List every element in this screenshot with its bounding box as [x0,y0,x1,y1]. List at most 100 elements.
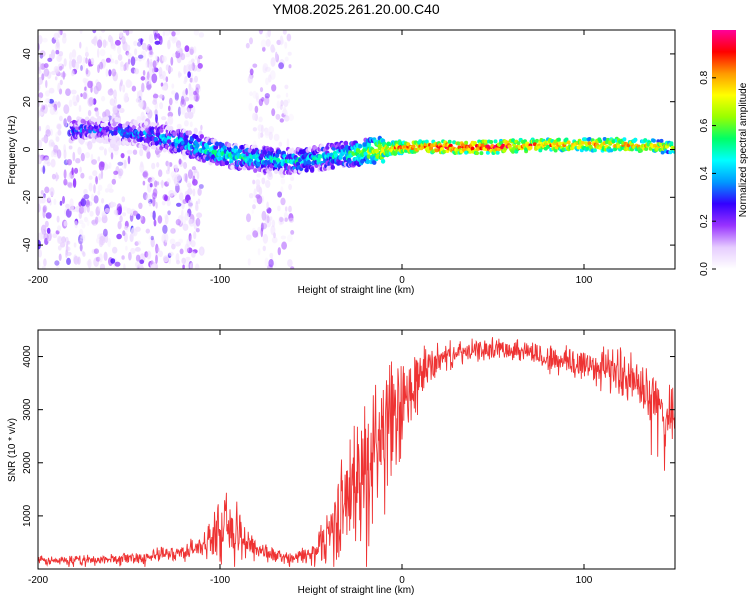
heatmap-cell [58,253,62,261]
heatmap-cell [283,99,289,108]
heatmap-cell [91,219,98,226]
heatmap-cell [265,38,271,47]
heatmap-cell [167,39,171,50]
heatmap-cell [38,83,41,92]
heatmap-cell [153,137,159,142]
heatmap-cell [193,219,198,230]
heatmap-cell [176,123,182,129]
heatmap-cell [59,200,63,206]
heatmap-cell [150,211,153,218]
heatmap-cell [273,169,279,175]
heatmap-cell [96,216,102,223]
heatmap-cell [88,182,93,192]
heatmap-cell [472,141,477,146]
heatmap-cell [155,113,158,123]
heatmap-cell [171,83,175,89]
heatmap-cell [94,107,99,112]
heatmap-cell [288,64,292,69]
heatmap-cell [249,37,253,45]
heatmap-cell [195,143,200,149]
heatmap-cell [151,73,158,84]
heatmap-cell [85,152,90,159]
heatmap-cell [123,232,128,243]
heatmap-cell [195,83,201,91]
heatmap-cell [117,45,122,55]
heatmap-cell [199,134,204,139]
heatmap-cell [538,148,543,153]
heatmap-cell [288,183,292,191]
heatmap-cell [258,30,264,35]
heatmap-cell [162,70,166,81]
heatmap-cell [152,99,158,105]
heatmap-cell [38,35,43,45]
heatmap-cell [259,132,264,138]
heatmap-cell [52,109,59,115]
heatmap-cell [57,30,61,38]
heatmap-cell [56,149,62,159]
heatmap-cell [279,104,283,110]
heatmap-cell [120,80,123,87]
heatmap-cell [50,142,56,147]
heatmap-cell [424,139,429,144]
heatmap-cell [186,181,191,187]
snr-y-label: SNR (10 * v/v) [7,418,18,482]
heatmap-cell [611,139,616,144]
heatmap-cell [50,70,57,75]
heatmap-cell [48,98,54,104]
heatmap-cell [66,240,71,245]
heatmap-cell [130,56,136,67]
heatmap-cell [73,255,79,265]
snr-series-line [38,337,675,567]
heatmap-cell [79,41,82,49]
heatmap-cell [148,77,152,85]
heatmap-cell [279,217,285,225]
heatmap-cell [152,60,157,69]
heatmap-cell [79,236,86,242]
heatmap-cell [97,184,103,191]
heatmap-cell [43,258,47,267]
heatmap-cell [261,124,264,134]
heatmap-cell [142,171,148,178]
heatmap-cell [253,168,258,173]
heatmap-cell [113,209,119,215]
heatmap-cell [140,215,143,221]
heatmap-cell [48,196,51,202]
heatmap-cell [633,137,638,142]
heatmap-cell [43,63,49,69]
heatmap-cell [79,166,82,173]
heatmap-cell [170,56,174,66]
heatmap-cell [163,232,169,243]
heatmap-cell [55,50,60,55]
heatmap-cell [89,210,94,217]
heatmap-cell [643,138,648,143]
heatmap-cell [156,247,160,252]
heatmap-cell [138,102,143,107]
heatmap-cell [602,137,607,141]
y-tick-label: -20 [22,190,33,205]
heatmap-cell [222,145,227,151]
y-tick-label: 20 [22,96,33,108]
snr-frame [37,329,676,570]
heatmap-cell [117,104,122,109]
heatmap-cell [150,237,155,248]
heatmap-cell [277,247,281,256]
heatmap-cell [98,138,103,144]
heatmap-cell [168,66,173,73]
heatmap-cell [174,99,179,104]
heatmap-cell [200,249,204,255]
heatmap-cell [65,236,69,246]
heatmap-cell [252,204,256,210]
heatmap-cell [71,167,74,176]
heatmap-cell [63,118,67,127]
snr-x-ticks: -200 -100 0 100 [28,330,593,586]
heatmap-cell [99,49,106,57]
heatmap-cell [38,232,43,241]
heatmap-cell [256,173,261,178]
heatmap-cell [556,137,561,142]
heatmap-cell [166,199,171,207]
heatmap-cell [193,30,199,36]
heatmap-cell [183,173,188,182]
heatmap-cell [80,65,83,71]
heatmap-cell [128,126,133,132]
heatmap-cell [121,255,125,260]
